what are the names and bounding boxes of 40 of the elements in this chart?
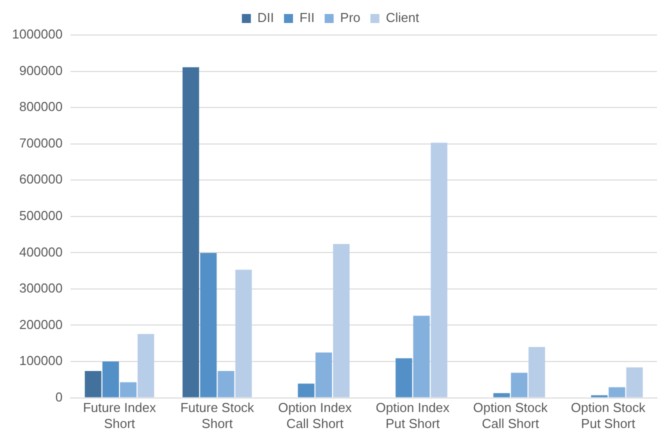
x-tick-label: Option Index Call Short: [278, 400, 352, 431]
bar: [413, 316, 430, 398]
bar: [333, 244, 350, 398]
bar: [430, 142, 448, 398]
bar: [528, 347, 546, 398]
bar: [120, 382, 137, 398]
x-tick-label: Future Index Short: [82, 400, 156, 431]
y-tick-label: 100000: [19, 353, 63, 368]
bar: [218, 370, 234, 398]
x-tick-label: Option Stock Call Short: [473, 400, 548, 431]
bar: [298, 384, 314, 398]
bar: [182, 67, 200, 398]
x-tick-label: Future Stock Short: [180, 400, 255, 431]
legend-label: Client: [386, 10, 420, 26]
bar: [102, 362, 119, 398]
bar: [200, 253, 217, 398]
y-tick-label: 600000: [19, 172, 63, 187]
y-tick-label: 300000: [19, 280, 63, 296]
bar: [510, 372, 528, 398]
legend-label: Pro: [340, 10, 360, 26]
bar: [84, 370, 102, 398]
y-tick-label: 200000: [19, 316, 63, 332]
y-tick-label: 400000: [19, 244, 63, 260]
bar: [493, 393, 510, 398]
legend-label: FII: [299, 10, 315, 26]
bar: [396, 358, 412, 398]
bar: [138, 334, 154, 398]
y-tick-label: 800000: [19, 99, 63, 114]
y-tick-label: 700000: [19, 135, 63, 150]
x-tick-label: Option Stock Put Short: [570, 400, 646, 431]
y-tick-label: 1000000: [12, 26, 63, 42]
y-tick-label: 0: [55, 389, 63, 404]
y-tick-label: 500000: [19, 208, 63, 223]
bar: [235, 270, 252, 398]
x-tick-label: Option Index Put Short: [376, 400, 450, 431]
bar: [608, 387, 626, 398]
y-tick-label: 900000: [19, 62, 63, 78]
bar: [626, 367, 643, 398]
legend-label: DII: [257, 10, 274, 26]
bar: [315, 352, 332, 398]
